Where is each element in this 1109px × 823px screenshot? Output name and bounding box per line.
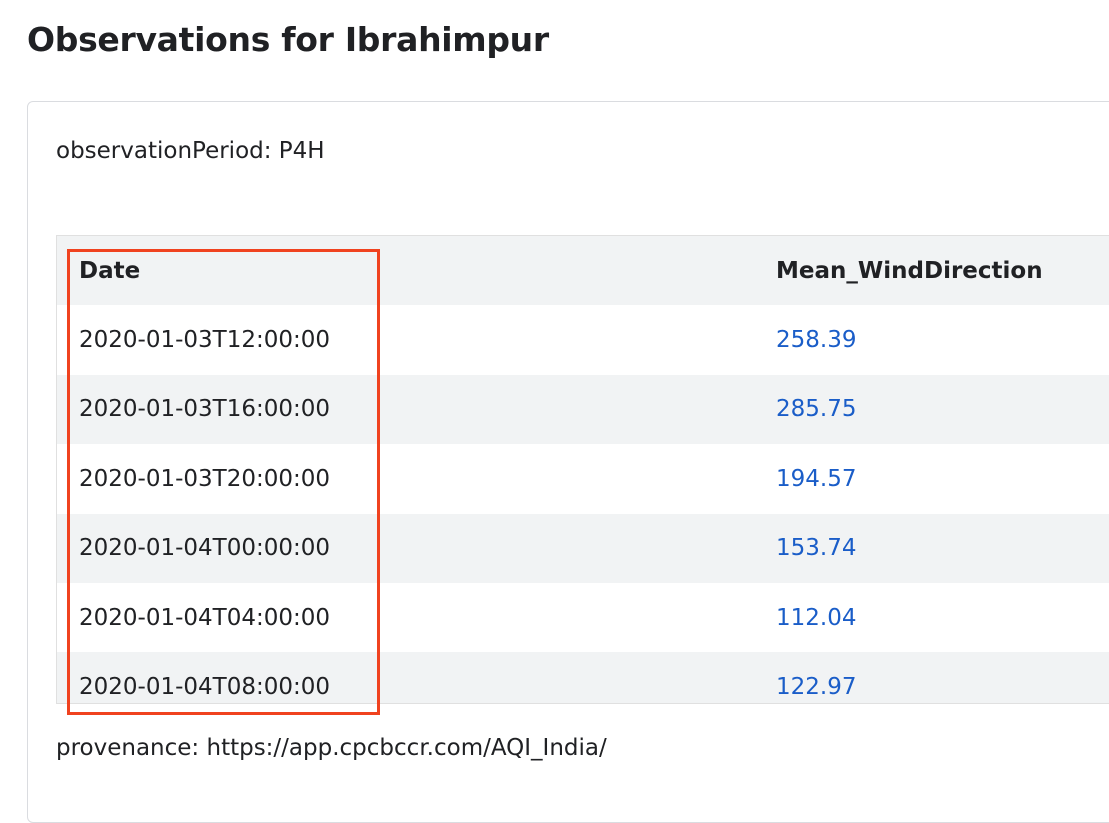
table-row: 2020-01-03T12:00:00 258.39 [57,305,1109,375]
wind-direction-link[interactable]: 285.75 [776,396,857,423]
wind-direction-link[interactable]: 194.57 [776,465,857,492]
table-row: 2020-01-03T16:00:00 285.75 [57,374,1109,445]
table-row: 2020-01-03T20:00:00 194.57 [57,444,1109,514]
wind-direction-link[interactable]: 153.74 [776,535,857,562]
date-cell: 2020-01-03T20:00:00 [79,465,331,492]
provenance: provenance: https://app.cpcbccr.com/AQI_… [56,735,607,761]
date-cell: 2020-01-04T04:00:00 [79,604,331,631]
table-header-row: Date Mean_WindDirection [57,236,1109,306]
date-cell: 2020-01-03T16:00:00 [79,396,331,423]
observation-period: observationPeriod: P4H [56,138,325,164]
date-cell: 2020-01-03T12:00:00 [79,327,331,354]
column-header-date[interactable]: Date [79,257,141,284]
page-title: Observations for Ibrahimpur [27,20,549,59]
observations-table: Date Mean_WindDirection 2020-01-03T12:00… [56,235,1109,704]
table-row: 2020-01-04T08:00:00 122.97 [57,652,1109,703]
table-row: 2020-01-04T00:00:00 153.74 [57,513,1109,583]
date-cell: 2020-01-04T08:00:00 [79,674,331,701]
column-header-mean-wind-direction[interactable]: Mean_WindDirection [776,257,1043,284]
wind-direction-link[interactable]: 258.39 [776,327,857,354]
wind-direction-link[interactable]: 122.97 [776,674,857,701]
table-row: 2020-01-04T04:00:00 112.04 [57,582,1109,653]
wind-direction-link[interactable]: 112.04 [776,604,857,631]
date-cell: 2020-01-04T00:00:00 [79,535,331,562]
